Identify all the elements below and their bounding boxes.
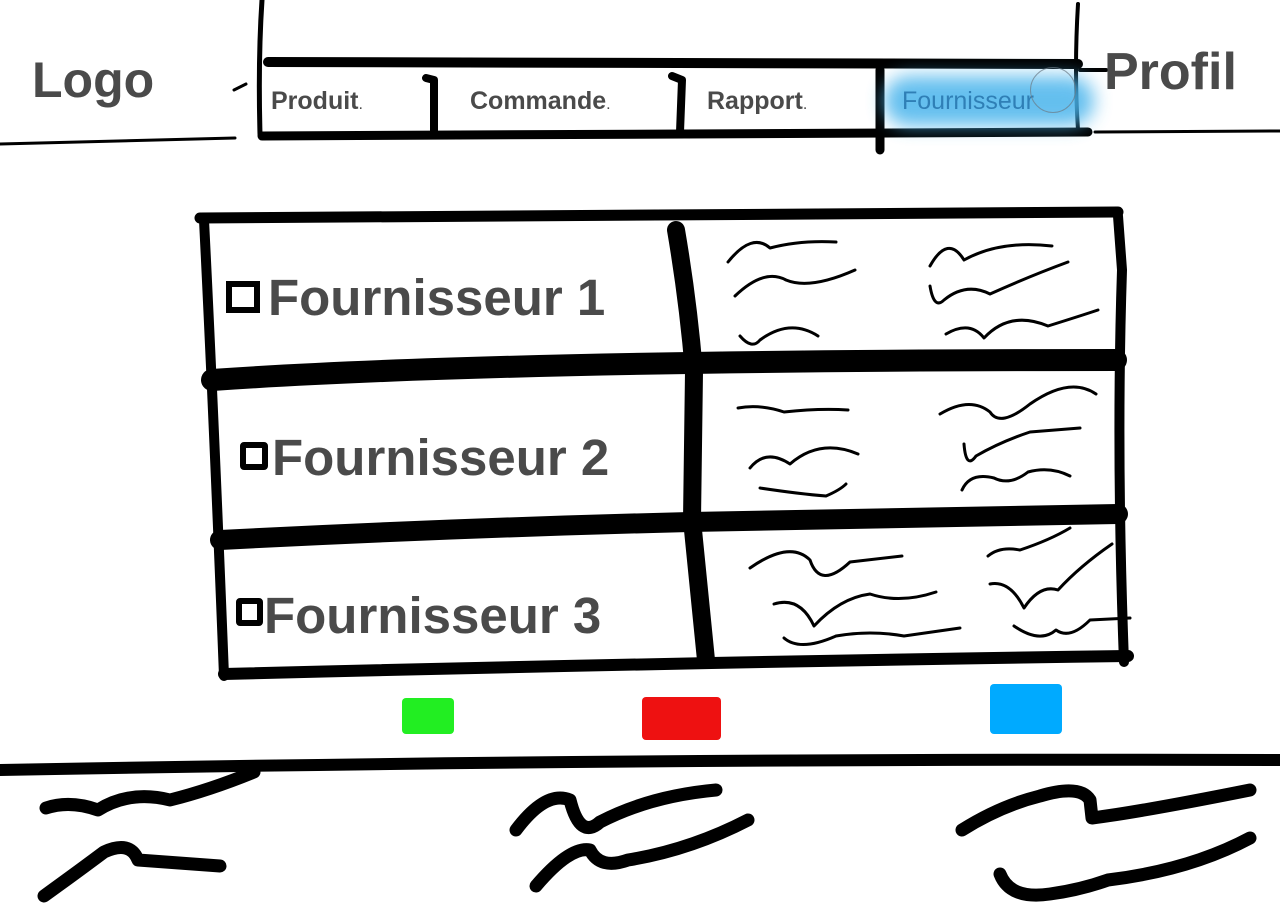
touch-cursor	[1030, 67, 1076, 113]
profile-link[interactable]: Profil	[1104, 43, 1237, 101]
supplier-checkbox-3[interactable]	[236, 598, 263, 626]
nav-sep-2	[668, 72, 686, 136]
tab-label: Commande	[470, 87, 607, 115]
tab-dot: .	[606, 96, 611, 113]
green-action-button[interactable]	[402, 698, 454, 734]
red-action-button[interactable]	[642, 697, 721, 740]
tab-label: Rapport	[707, 87, 803, 115]
tab-produit[interactable]: Produit.	[271, 84, 363, 118]
footer-divider	[0, 753, 1280, 776]
table-left	[199, 215, 229, 681]
header-divider-right	[1093, 129, 1280, 134]
tab-label: Produit	[271, 87, 359, 115]
table-bottom	[218, 650, 1134, 680]
header-divider	[0, 136, 237, 146]
tab-commande[interactable]: Commande.	[470, 84, 611, 118]
supplier-checkbox-2[interactable]	[240, 442, 268, 470]
logo: Logo	[32, 52, 155, 108]
nav-frame-top	[263, 57, 1083, 69]
nav-frame-bottom	[257, 127, 1093, 141]
table-right	[1113, 211, 1129, 667]
supplier-checkbox-1[interactable]	[226, 281, 260, 313]
table-top	[194, 206, 1124, 224]
supplier-name-1: Fournisseur 1	[268, 269, 606, 326]
tab-dot: .	[358, 96, 363, 113]
tab-fournisseur[interactable]: Fournisseur	[902, 84, 1034, 118]
row-sep-2	[210, 504, 1128, 550]
blue-action-button[interactable]	[990, 684, 1062, 734]
row-sep-1	[201, 349, 1127, 391]
supplier-name-2: Fournisseur 2	[272, 429, 610, 486]
supplier-name-3: Fournisseur 3	[264, 587, 602, 644]
nav-sep-1	[422, 74, 438, 138]
col-sep	[667, 221, 715, 669]
tab-rapport[interactable]: Rapport.	[707, 84, 807, 118]
tab-dot: .	[802, 96, 808, 113]
tab-label: Fournisseur	[902, 87, 1034, 115]
nav-frame-left	[256, 0, 265, 137]
